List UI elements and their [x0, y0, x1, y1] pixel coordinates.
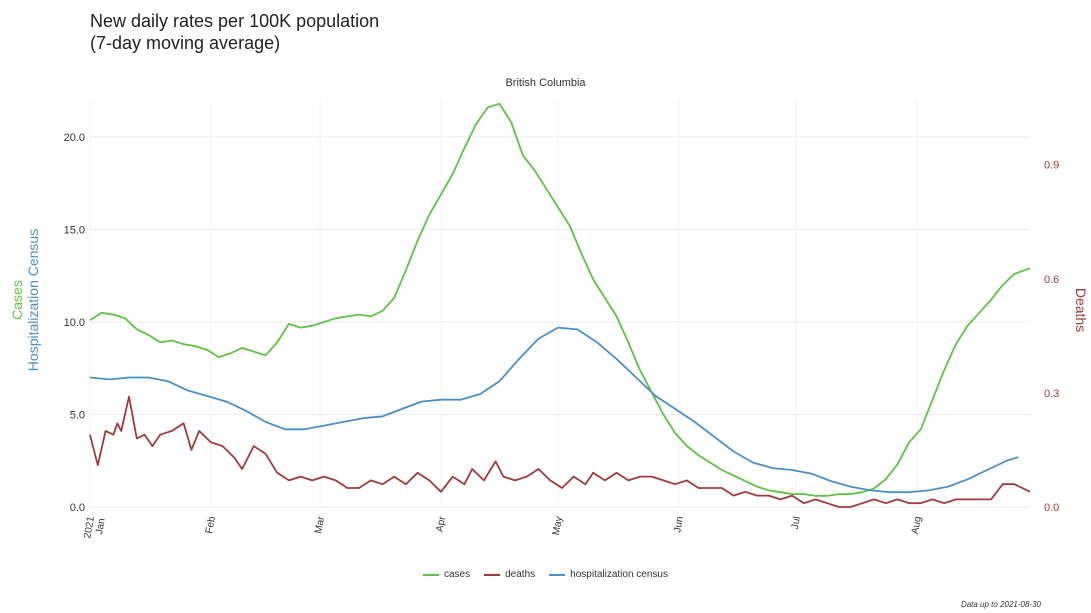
y-axis-left-label-hospitalization: Hospitalization Census [25, 229, 41, 371]
x-tick-label: Jul [790, 516, 803, 531]
x-tick-label: Aug [910, 516, 924, 535]
title-line-1: New daily rates per 100K population [90, 11, 380, 31]
series-line-cases [89, 102, 1031, 497]
y-left-tick-label: 5.0 [70, 410, 85, 422]
y-left-tick-label: 10.0 [64, 317, 85, 329]
legend-label: cases [444, 569, 471, 580]
series-line-deaths [89, 395, 1031, 508]
x-tick-label: 2021Jan [82, 515, 108, 541]
x-tick-label: Apr [434, 515, 448, 533]
series-line-hospitalization-census [89, 326, 1019, 494]
y-right-tick-label: 0.6 [1044, 274, 1059, 286]
chart-title: New daily rates per 100K population (7-d… [90, 10, 379, 54]
y-left-tick-label: 20.0 [64, 132, 85, 144]
y-left-tick-label: 0.0 [70, 502, 85, 514]
facet-label: British Columbia [505, 77, 586, 89]
title-line-2: (7-day moving average) [90, 33, 281, 53]
y-right-tick-label: 0.0 [1044, 502, 1059, 514]
legend-item-deaths: deaths [484, 569, 535, 580]
x-tick-label: Feb [204, 515, 218, 534]
y-axis-right-label-deaths: Deaths [1073, 288, 1089, 332]
x-axis-ticks: 2021Jan Feb Mar Apr May Jun Jul Aug [82, 515, 924, 541]
legend-label: deaths [505, 569, 536, 580]
legend-swatch [549, 573, 566, 576]
grid-lines [89, 100, 1030, 508]
legend-item-cases: cases [423, 569, 470, 580]
series-lines [89, 102, 1031, 508]
y-axis-right-ticks: 0.0 0.3 0.6 0.9 [1044, 160, 1059, 514]
legend-item-hospitalization-census: hospitalization census [549, 569, 668, 580]
legend-label: hospitalization census [570, 569, 668, 580]
y-axis-left-ticks: 0.0 5.0 10.0 15.0 20.0 [64, 132, 85, 514]
y-left-tick-label: 15.0 [64, 225, 85, 237]
y-right-tick-label: 0.3 [1044, 388, 1059, 400]
x-tick-label: Mar [313, 515, 327, 535]
legend-swatch [423, 573, 439, 576]
data-caption: Data up to 2021-08-30 [960, 600, 1041, 609]
legend: cases deaths hospitalization census [0, 569, 1091, 580]
x-tick-label: May [551, 516, 565, 537]
legend-swatch [484, 573, 501, 576]
y-axis-left-label-cases: Cases [9, 280, 25, 320]
y-right-tick-label: 0.9 [1044, 160, 1059, 172]
x-tick-label: Jun [672, 516, 686, 534]
